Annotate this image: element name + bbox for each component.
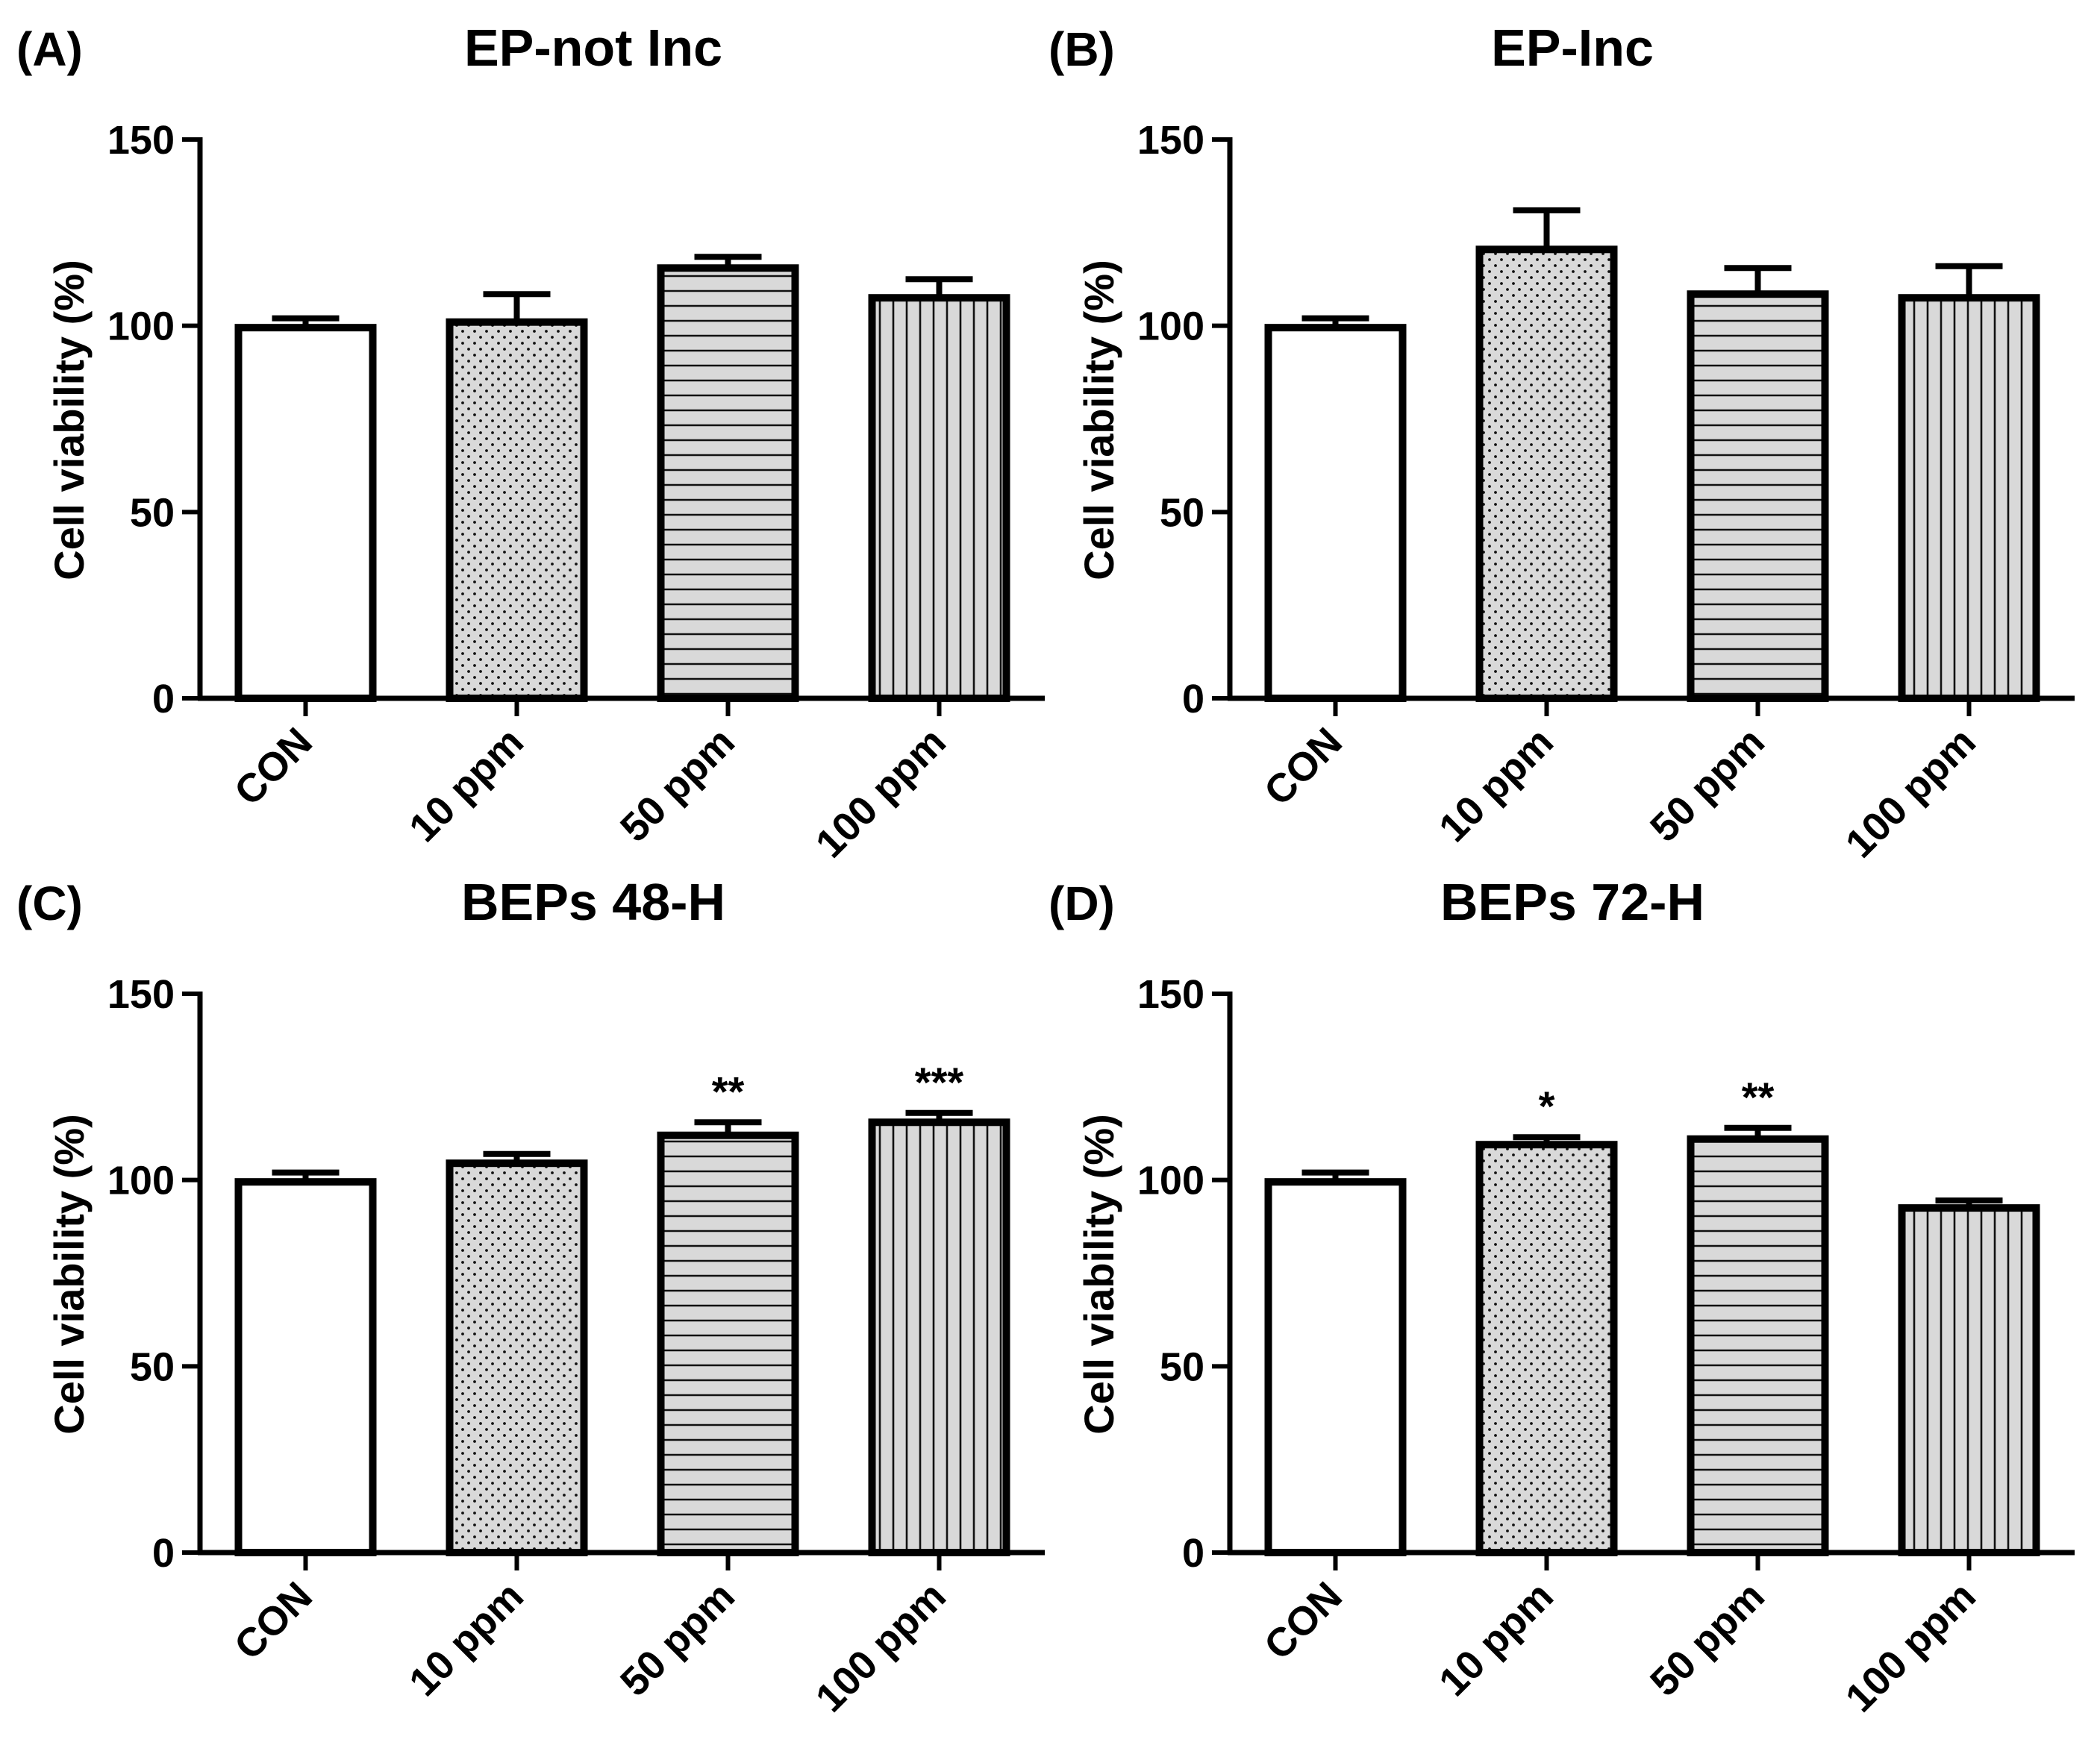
y-tick-label: 100 xyxy=(107,304,175,349)
panel-a-plot: 0 50 100 150 CON 10 ppm 50 ppm 100 ppm xyxy=(107,118,1045,866)
y-tick-label: 0 xyxy=(152,677,175,721)
x-tick-label: 10 ppm xyxy=(401,1573,532,1705)
x-tick-label: 50 ppm xyxy=(1642,719,1773,851)
bar xyxy=(1898,1204,2040,1557)
panel-a-label: (A) xyxy=(16,22,83,76)
y-tick-label: 50 xyxy=(1160,490,1204,535)
x-tick-label: 10 ppm xyxy=(401,719,532,851)
x-tick-label: CON xyxy=(1256,1573,1351,1668)
panel-b-ylabel: Cell viability (%) xyxy=(1075,260,1122,580)
y-tick-label: 0 xyxy=(1182,677,1204,721)
significance-mark: ** xyxy=(712,1068,745,1115)
x-tick-label: 50 ppm xyxy=(612,719,743,851)
bar xyxy=(446,318,588,702)
significance-mark: *** xyxy=(915,1059,964,1106)
y-tick-label: 150 xyxy=(1137,118,1204,163)
panel-c-title: BEPs 48-H xyxy=(461,873,725,931)
panel-c: (C) BEPs 48-H Cell viability (%) 0 50 100 1… xyxy=(16,873,1045,1720)
bar xyxy=(1475,245,1618,702)
y-tick-label: 150 xyxy=(107,972,175,1017)
bar xyxy=(657,1131,799,1557)
bar xyxy=(1264,1178,1407,1556)
y-tick-label: 150 xyxy=(1137,972,1204,1017)
bar xyxy=(234,1178,377,1556)
y-tick-label: 50 xyxy=(130,1344,175,1389)
x-tick-label: 50 ppm xyxy=(612,1573,743,1705)
y-tick-label: 0 xyxy=(152,1531,175,1576)
x-tick-label: 100 ppm xyxy=(807,1573,954,1720)
panel-d-ylabel: Cell viability (%) xyxy=(1075,1114,1122,1434)
bar xyxy=(1475,1141,1618,1556)
panel-b-label: (B) xyxy=(1049,22,1115,76)
panel-d-label: (D) xyxy=(1049,877,1115,930)
significance-mark: ** xyxy=(1742,1074,1775,1121)
panel-c-plot: 0 50 100 150 CON 10 ppm ** 50 ppm *** 100 ppm xyxy=(107,972,1045,1720)
panel-a-title: EP-not Inc xyxy=(464,19,722,77)
x-tick-label: 50 ppm xyxy=(1642,1573,1773,1705)
panel-b-title: EP-Inc xyxy=(1491,19,1654,77)
panel-c-label: (C) xyxy=(16,877,83,930)
x-tick-label: CON xyxy=(226,1573,321,1668)
panel-d-plot: 0 50 100 150 CON * 10 ppm ** 50 ppm 100 ppm xyxy=(1137,972,2075,1720)
x-tick-label: CON xyxy=(226,719,321,814)
panel-a: (A) EP-not Inc Cell viability (%) 0 50 100… xyxy=(16,19,1045,866)
panel-c-ylabel: Cell viability (%) xyxy=(46,1114,93,1434)
x-tick-label: 100 ppm xyxy=(1837,1573,1984,1720)
bar xyxy=(1898,294,2040,702)
x-tick-label: 10 ppm xyxy=(1431,1573,1562,1705)
panel-d-title: BEPs 72-H xyxy=(1440,873,1704,931)
significance-mark: * xyxy=(1539,1083,1555,1130)
x-tick-label: 100 ppm xyxy=(1837,719,1984,866)
y-tick-label: 100 xyxy=(1137,1159,1204,1203)
panel-d: (D) BEPs 72-H Cell viability (%) 0 50 100 1… xyxy=(1049,873,2075,1720)
bar xyxy=(868,294,1010,702)
bar xyxy=(1687,1135,1829,1556)
bar xyxy=(234,324,377,702)
panel-a-ylabel: Cell viability (%) xyxy=(46,260,93,580)
x-tick-label: 100 ppm xyxy=(807,719,954,866)
panel-b: (B) EP-Inc Cell viability (%) 0 50 100 150 C… xyxy=(1049,19,2075,866)
x-tick-label: CON xyxy=(1256,719,1351,814)
y-tick-label: 50 xyxy=(130,490,175,535)
bar xyxy=(1687,290,1829,702)
y-tick-label: 100 xyxy=(107,1159,175,1203)
bar xyxy=(657,264,799,702)
y-tick-label: 0 xyxy=(1182,1531,1204,1576)
y-tick-label: 100 xyxy=(1137,304,1204,349)
bar xyxy=(1264,324,1407,702)
panel-b-plot: 0 50 100 150 CON 10 ppm 50 ppm 100 ppm xyxy=(1137,118,2075,866)
x-tick-label: 10 ppm xyxy=(1431,719,1562,851)
bar xyxy=(868,1118,1010,1556)
y-tick-label: 50 xyxy=(1160,1344,1204,1389)
bar xyxy=(446,1159,588,1556)
y-tick-label: 150 xyxy=(107,118,175,163)
